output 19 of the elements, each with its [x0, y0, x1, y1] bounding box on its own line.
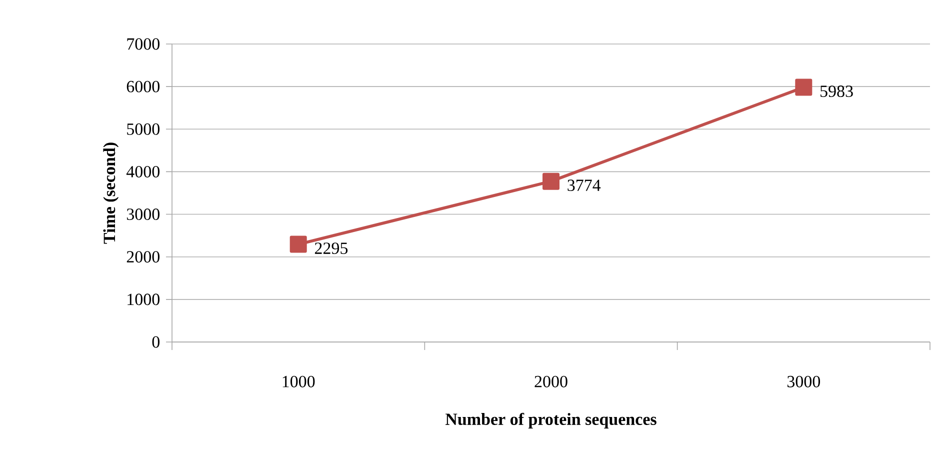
y-tick-label: 3000 — [126, 208, 160, 220]
y-axis-title: Time (second) — [103, 142, 119, 244]
y-tick-label: 2000 — [126, 251, 160, 263]
x-axis-title: Number of protein sequences — [445, 412, 656, 428]
x-tick-label: 1000 — [282, 376, 315, 388]
data-label: 3774 — [568, 180, 601, 192]
point — [542, 172, 560, 190]
point — [290, 236, 307, 253]
x-tick-label: 3000 — [787, 376, 820, 388]
y-tick-label: 5000 — [127, 123, 160, 135]
y-tick-label: 6000 — [126, 80, 160, 92]
point — [795, 78, 812, 96]
data-label: 2295 — [314, 242, 348, 254]
x-tick-label: 2000 — [534, 376, 568, 388]
y-tick-label: 7000 — [127, 38, 160, 50]
y-tick-label: 0 — [152, 336, 160, 348]
y-tick-label: 4000 — [126, 166, 160, 178]
y-tick-label: 1000 — [128, 294, 160, 306]
data-label: 5983 — [820, 86, 853, 98]
